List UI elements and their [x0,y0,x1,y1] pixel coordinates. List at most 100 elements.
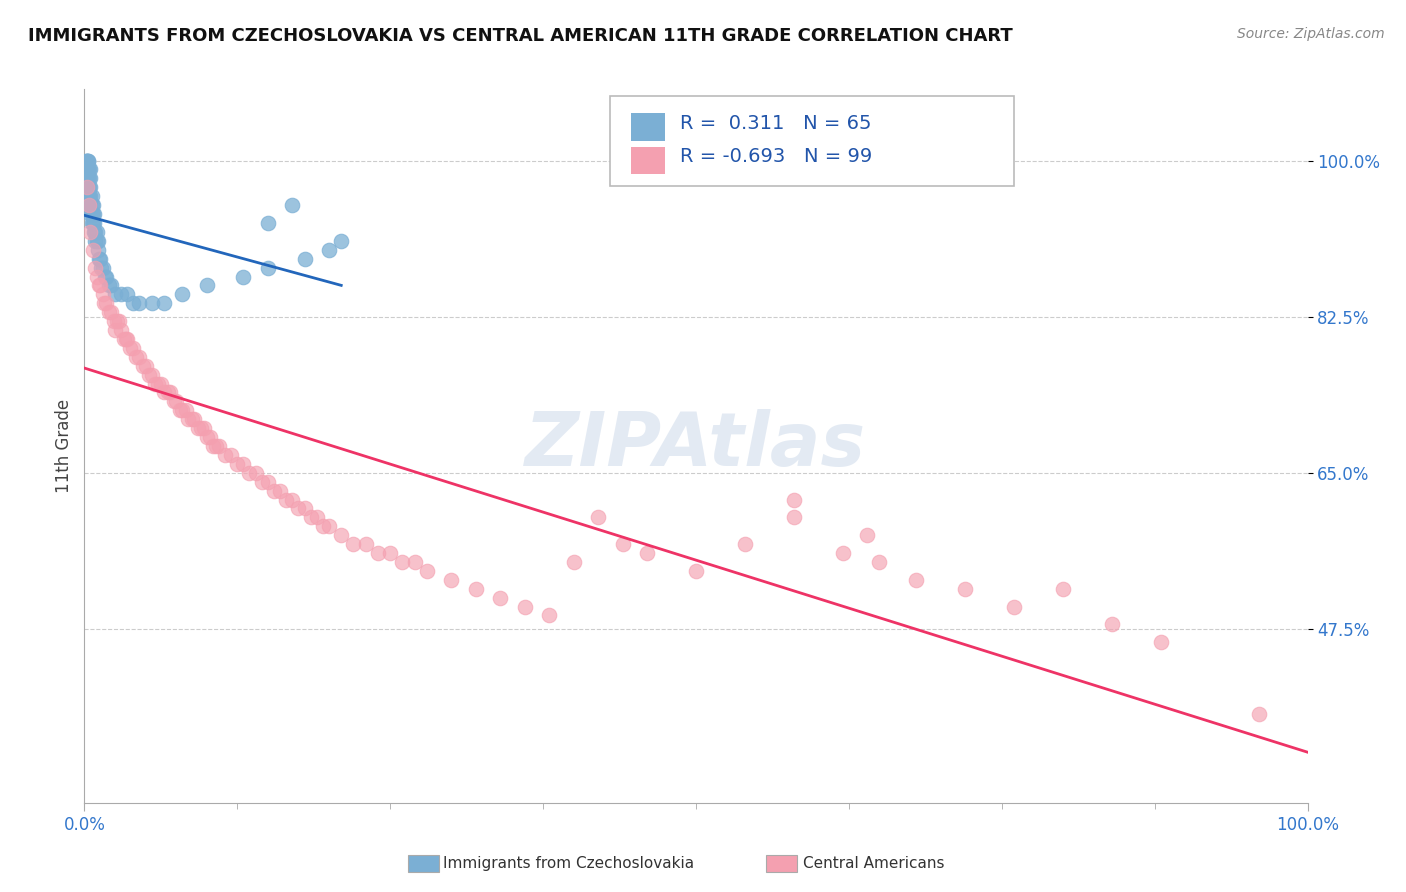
Text: IMMIGRANTS FROM CZECHOSLOVAKIA VS CENTRAL AMERICAN 11TH GRADE CORRELATION CHART: IMMIGRANTS FROM CZECHOSLOVAKIA VS CENTRA… [28,27,1012,45]
Point [77,198,100,212]
Point [110,323,132,337]
Point [276,492,298,507]
Point [91,287,114,301]
Text: R = -0.693   N = 99: R = -0.693 N = 99 [681,147,872,167]
Point [201,439,224,453]
Point [100,278,122,293]
Point [75,162,97,177]
Point [79,162,101,177]
Point [79,198,101,212]
Point [75,153,97,168]
Point [169,403,191,417]
Point [250,475,273,489]
Point [305,510,328,524]
Point [105,314,128,328]
Point [238,466,260,480]
Point [416,564,439,578]
Point [79,189,101,203]
Point [87,278,110,293]
Point [77,171,100,186]
Point [128,350,150,364]
Point [107,314,129,328]
Point [226,457,249,471]
Point [153,296,176,310]
Point [195,278,218,293]
Point [287,501,309,516]
Point [96,269,118,284]
Point [281,198,304,212]
Point [77,162,100,177]
Point [330,234,353,248]
Point [380,546,402,560]
Point [299,510,322,524]
Point [831,546,853,560]
Point [156,385,179,400]
Point [87,234,110,248]
Text: Immigrants from Czechoslovakia: Immigrants from Czechoslovakia [443,856,695,871]
Y-axis label: 11th Grade: 11th Grade [55,399,73,493]
Point [103,314,125,328]
Point [404,555,426,569]
Point [83,225,105,239]
Point [200,430,222,444]
Point [330,528,353,542]
Point [734,537,756,551]
Point [869,555,891,569]
Point [143,376,166,391]
Point [538,608,561,623]
Point [165,394,187,409]
Point [104,323,127,337]
Point [77,180,100,194]
Text: ZIPAtlas: ZIPAtlas [526,409,866,483]
Point [125,350,148,364]
Point [318,519,340,533]
Point [115,287,138,301]
Point [82,243,104,257]
Point [193,421,215,435]
Point [783,492,806,507]
Point [367,546,389,560]
Point [104,287,127,301]
Point [953,582,976,596]
Point [84,225,107,239]
Point [146,376,169,391]
Bar [631,147,665,174]
Point [79,207,101,221]
Point [76,171,98,186]
Point [342,537,364,551]
Point [97,278,120,293]
Point [135,359,157,373]
Point [294,252,316,266]
Point [112,332,135,346]
Point [172,287,194,301]
Point [440,573,463,587]
Point [141,296,163,310]
Point [86,234,108,248]
Point [79,171,101,186]
Point [685,564,707,578]
Point [269,483,291,498]
Point [97,305,120,319]
Point [80,198,103,212]
Point [245,466,267,480]
Point [128,296,150,310]
Point [87,252,110,266]
Point [77,162,100,177]
Point [562,555,585,569]
Point [281,492,304,507]
Point [77,171,100,186]
Point [586,510,609,524]
Point [464,582,486,596]
FancyBboxPatch shape [610,96,1014,186]
Point [214,448,236,462]
Point [79,180,101,194]
Point [77,180,100,194]
Point [1052,582,1074,596]
Point [1150,635,1173,649]
Point [513,599,536,614]
Point [115,332,138,346]
Point [76,162,98,177]
Point [391,555,413,569]
Point [75,171,97,186]
Point [1247,706,1270,721]
